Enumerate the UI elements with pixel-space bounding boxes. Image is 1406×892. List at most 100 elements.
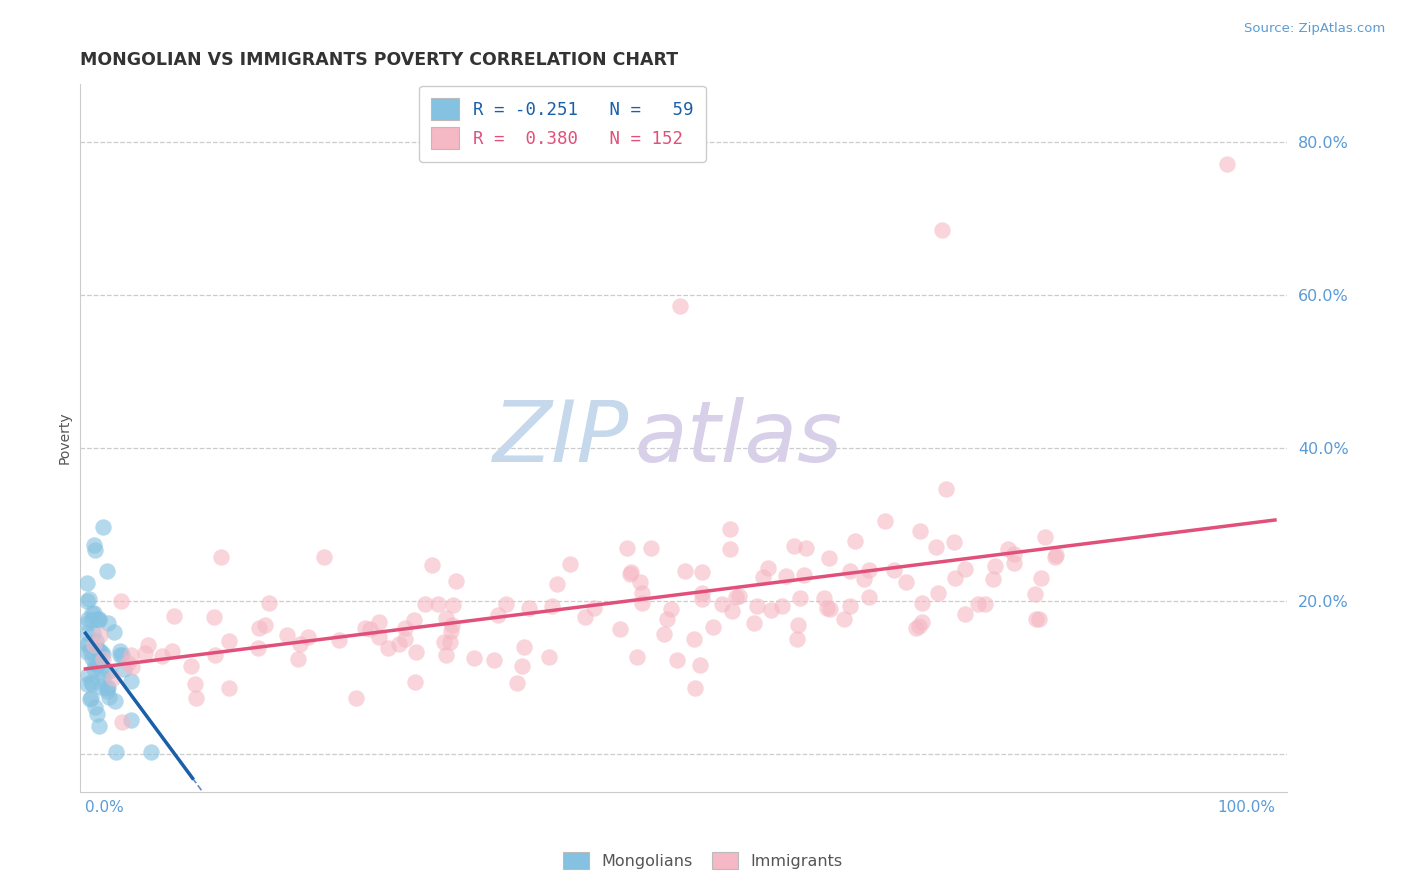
Point — [368, 615, 391, 630]
Point — [86, 707, 108, 722]
Point — [683, 681, 706, 695]
Point — [287, 652, 309, 666]
Point — [96, 681, 118, 695]
Point — [943, 535, 966, 549]
Point — [783, 539, 806, 553]
Point — [908, 618, 931, 632]
Point — [77, 637, 100, 651]
Point — [742, 615, 765, 630]
Point — [495, 598, 517, 612]
Point — [79, 644, 101, 658]
Point — [935, 482, 957, 496]
Point — [789, 591, 811, 606]
Point — [388, 637, 411, 651]
Point — [290, 637, 312, 651]
Point — [105, 745, 128, 759]
Point — [180, 659, 202, 673]
Point — [97, 616, 120, 631]
Point — [276, 628, 298, 642]
Point — [84, 700, 107, 714]
Point — [434, 648, 457, 662]
Text: atlas: atlas — [636, 397, 842, 480]
Point — [183, 677, 205, 691]
Point — [1033, 530, 1056, 544]
Point — [254, 618, 277, 632]
Point — [815, 600, 838, 615]
Point — [689, 657, 711, 672]
Point — [76, 645, 98, 659]
Point — [582, 600, 605, 615]
Point — [136, 638, 159, 652]
Point — [209, 550, 232, 565]
Point — [718, 522, 741, 536]
Point — [83, 662, 105, 676]
Point — [353, 621, 375, 635]
Point — [328, 633, 350, 648]
Point — [218, 634, 240, 648]
Point — [80, 677, 103, 691]
Point — [640, 541, 662, 555]
Point — [669, 299, 692, 313]
Point — [162, 644, 184, 658]
Point — [463, 651, 485, 665]
Point — [77, 591, 100, 606]
Point — [134, 646, 156, 660]
Point — [87, 643, 110, 657]
Point — [427, 598, 450, 612]
Point — [724, 591, 747, 605]
Point — [246, 640, 269, 655]
Point — [927, 585, 949, 599]
Point — [761, 603, 783, 617]
Text: Source: ZipAtlas.com: Source: ZipAtlas.com — [1244, 22, 1385, 36]
Point — [83, 607, 105, 621]
Point — [139, 745, 162, 759]
Point — [770, 599, 793, 614]
Point — [80, 691, 103, 706]
Point — [953, 607, 976, 622]
Point — [257, 596, 280, 610]
Point — [79, 692, 101, 706]
Point — [775, 568, 797, 582]
Point — [120, 673, 142, 688]
Point — [609, 622, 631, 636]
Point — [446, 574, 468, 589]
Point — [103, 625, 125, 640]
Point — [558, 558, 581, 572]
Point — [858, 562, 880, 576]
Point — [83, 538, 105, 552]
Point — [110, 593, 132, 607]
Point — [931, 222, 953, 236]
Point — [91, 672, 114, 686]
Point — [76, 626, 98, 640]
Point — [112, 661, 135, 675]
Point — [813, 591, 835, 605]
Point — [818, 602, 841, 616]
Point — [718, 541, 741, 556]
Point — [80, 651, 103, 665]
Point — [76, 594, 98, 608]
Point — [786, 618, 808, 632]
Point — [953, 562, 976, 576]
Point — [394, 621, 416, 635]
Point — [80, 606, 103, 620]
Point — [422, 558, 444, 573]
Point — [1043, 549, 1066, 564]
Point — [943, 571, 966, 585]
Point — [832, 612, 855, 626]
Point — [896, 574, 918, 589]
Point — [83, 638, 105, 652]
Point — [721, 604, 744, 618]
Text: ZIP: ZIP — [492, 397, 628, 480]
Point — [405, 644, 427, 658]
Point — [86, 634, 108, 648]
Point — [97, 680, 120, 694]
Point — [441, 598, 464, 612]
Point — [844, 534, 866, 549]
Point — [121, 660, 143, 674]
Point — [96, 564, 118, 578]
Point — [541, 599, 564, 613]
Point — [76, 575, 98, 590]
Point — [875, 514, 897, 528]
Point — [631, 596, 654, 610]
Point — [82, 626, 104, 640]
